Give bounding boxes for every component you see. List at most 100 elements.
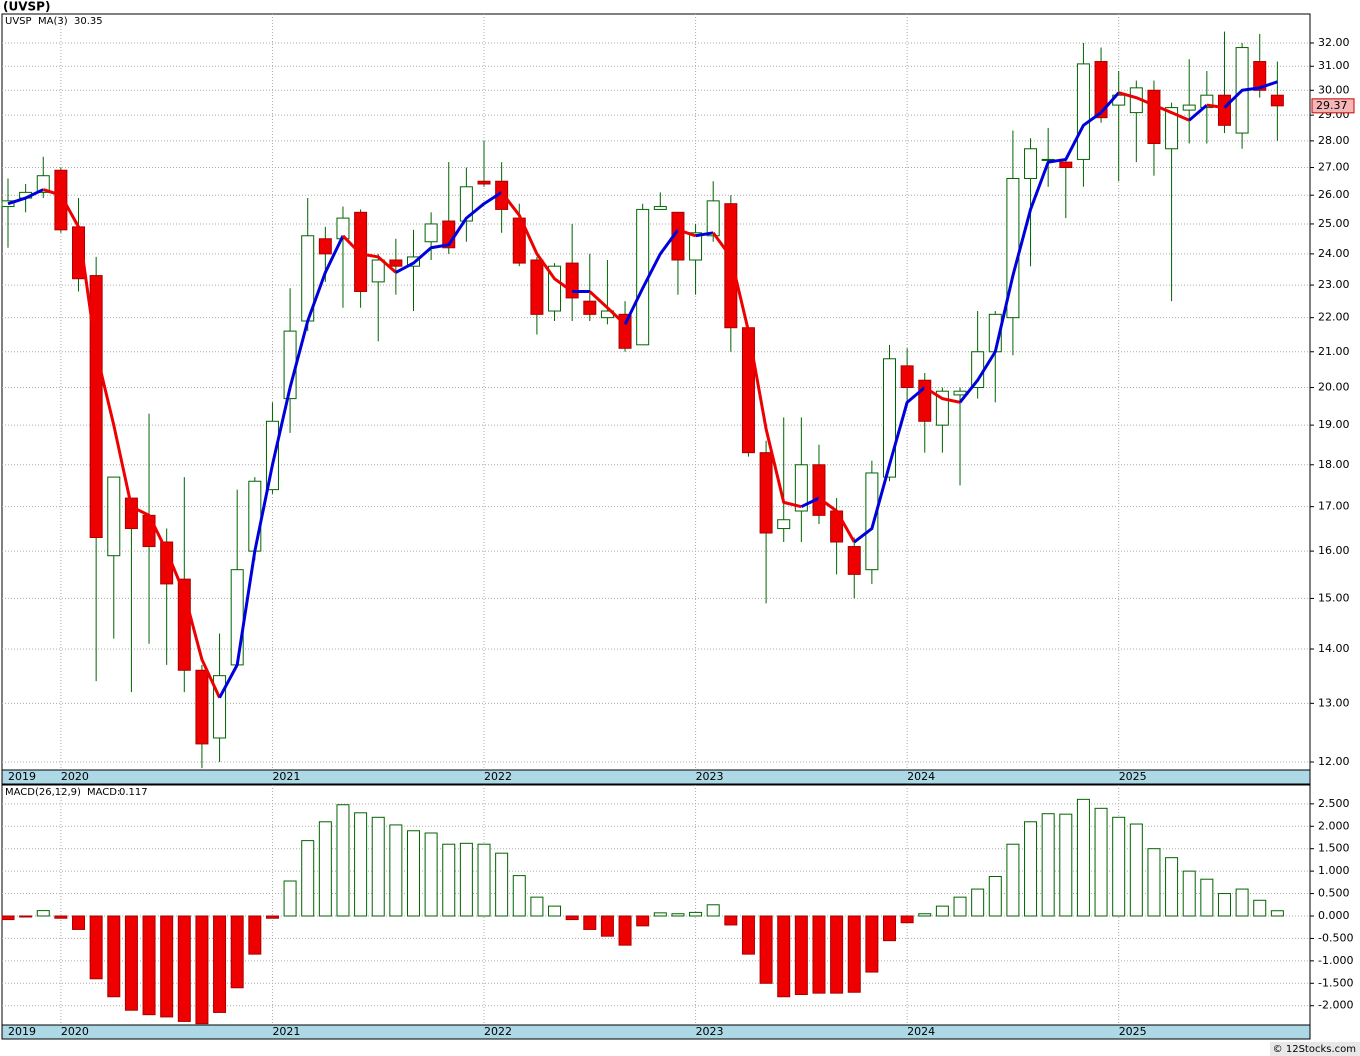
y-tick-label: 24.00 xyxy=(1318,247,1350,260)
macd-bar xyxy=(107,915,121,998)
legend-ma-value: 30.35 xyxy=(74,16,103,27)
macd-bar xyxy=(724,915,738,926)
macd-bar xyxy=(988,876,1002,917)
candle-body xyxy=(865,472,879,571)
candle-body xyxy=(54,169,68,231)
macd-bar xyxy=(512,875,526,917)
ma-line xyxy=(395,191,503,274)
y-tick-label: 32.00 xyxy=(1318,36,1350,49)
macd-bar xyxy=(19,915,33,918)
macd-bar xyxy=(442,843,456,917)
ma-line xyxy=(1206,103,1225,110)
ma-line xyxy=(218,235,345,699)
ma-line xyxy=(42,188,221,699)
y-tick-label: 1.000 xyxy=(1318,864,1350,877)
ma-line xyxy=(1188,103,1208,122)
macd-bar xyxy=(1129,823,1143,917)
macd-bar xyxy=(1094,807,1108,917)
macd-bar xyxy=(248,915,262,955)
macd-bar xyxy=(371,816,385,917)
macd-bar xyxy=(706,904,720,917)
candle-body xyxy=(1270,94,1284,107)
y-tick-label: 23.00 xyxy=(1318,278,1350,291)
x-tick-label: 2021 xyxy=(272,770,300,783)
legend-label: MACD: xyxy=(87,787,120,798)
y-tick-label: 0.500 xyxy=(1318,887,1350,900)
footer-box xyxy=(1270,1042,1360,1056)
candle-body xyxy=(459,186,473,222)
macd-bar xyxy=(1024,821,1038,917)
price-box xyxy=(1311,98,1355,114)
x-tick-label: 2023 xyxy=(696,1025,724,1038)
macd-bar xyxy=(177,915,191,1022)
y-tick-label: 1.500 xyxy=(1318,842,1350,855)
y-tick-label: 31.00 xyxy=(1318,59,1350,72)
macd-bar xyxy=(195,915,209,1025)
candle-body xyxy=(847,546,861,575)
y-tick-label: 14.00 xyxy=(1318,642,1350,655)
ma-line xyxy=(958,91,1120,404)
candle-body xyxy=(424,223,438,243)
candle-body xyxy=(653,206,667,210)
candle-body xyxy=(1182,104,1196,111)
y-tick-label: 17.00 xyxy=(1318,500,1350,513)
macd-bar xyxy=(689,911,703,917)
ma-line xyxy=(1118,91,1190,122)
macd-bar xyxy=(36,910,50,917)
macd-bar xyxy=(1253,899,1267,917)
macd-bar xyxy=(495,852,509,917)
macd-bar xyxy=(72,915,86,930)
macd-bar xyxy=(477,843,491,917)
ma-line xyxy=(1223,80,1278,109)
macd-bar xyxy=(530,896,544,917)
macd-bar xyxy=(865,915,879,973)
y-tick-label: -1.000 xyxy=(1318,954,1353,967)
macd-bar xyxy=(653,912,667,917)
macd-bar xyxy=(830,915,844,994)
legend-ma: MA(3) xyxy=(38,16,68,27)
macd-bar xyxy=(1059,813,1073,917)
x-tick-label: 2022 xyxy=(484,770,512,783)
macd-bar xyxy=(318,821,332,917)
x-tick-label: 2023 xyxy=(696,770,724,783)
candle-body xyxy=(918,379,932,422)
macd-bar xyxy=(230,915,244,989)
macd-bar xyxy=(1270,910,1284,917)
candle-body xyxy=(812,464,826,516)
candle-body xyxy=(1076,63,1090,160)
macd-bar xyxy=(847,915,861,993)
candle-body xyxy=(371,259,385,283)
macd-bar xyxy=(142,915,156,1016)
x-tick-label: 2021 xyxy=(272,1025,300,1038)
candle-body xyxy=(1165,107,1179,150)
ma-line xyxy=(818,496,856,543)
ma-line xyxy=(923,386,961,404)
macd-bar xyxy=(1217,893,1231,917)
x-tick-label: 2020 xyxy=(61,770,89,783)
macd-bar xyxy=(1200,878,1214,917)
macd-bar xyxy=(759,915,773,984)
macd-bar xyxy=(1165,857,1179,917)
chart-title: (UVSP) xyxy=(3,0,50,14)
candle-body xyxy=(230,569,244,666)
ma-line xyxy=(341,234,397,274)
y-tick-label: -1.500 xyxy=(1318,976,1353,989)
macd-bar xyxy=(124,915,138,1011)
macd-bar xyxy=(618,915,632,946)
macd-bar xyxy=(583,915,597,930)
y-tick-label: 28.00 xyxy=(1318,134,1350,147)
macd-bar xyxy=(1147,848,1161,917)
y-tick-label: -2.000 xyxy=(1318,999,1353,1012)
y-tick-label: 2.500 xyxy=(1318,797,1350,810)
y-tick-label: 18.00 xyxy=(1318,458,1350,471)
ma-line xyxy=(588,290,627,326)
macd-bar xyxy=(459,842,473,917)
y-tick-label: 15.00 xyxy=(1318,591,1350,604)
y-tick-label: 2.000 xyxy=(1318,819,1350,832)
x-tick-label: 2025 xyxy=(1119,1025,1147,1038)
candle-body xyxy=(724,203,738,329)
footer: © 12Stocks.com xyxy=(1273,1044,1356,1055)
candle-body xyxy=(1,200,15,208)
candle-body xyxy=(777,519,791,530)
macd-bar xyxy=(741,915,755,955)
